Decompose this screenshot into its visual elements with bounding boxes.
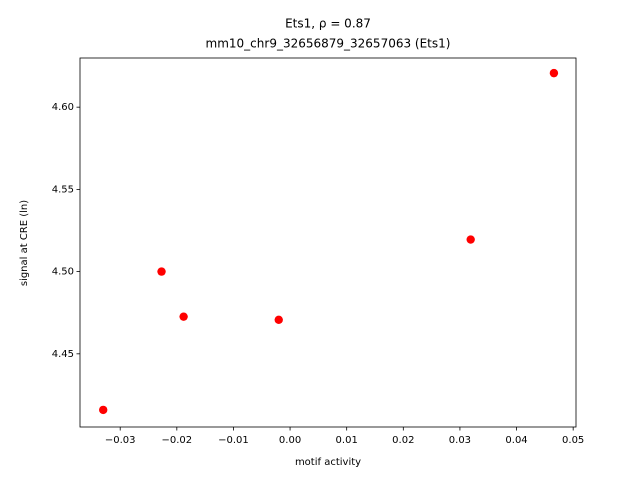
plot-frame	[79, 57, 577, 428]
y-tick-label: 4.60	[52, 102, 74, 113]
x-tick-label: 0.05	[562, 435, 584, 446]
y-tick-label: 4.45	[52, 349, 74, 360]
x-tick-label: −0.02	[161, 435, 192, 446]
point	[549, 68, 559, 78]
x-tick-label: 0.02	[392, 435, 414, 446]
chart-subtitle: mm10_chr9_32656879_32657063 (Ets1)	[206, 37, 451, 51]
point	[274, 315, 283, 324]
point	[99, 405, 108, 415]
x-tick-label: 0.04	[505, 435, 527, 446]
y-axis-label: signal at CRE (ln)	[19, 200, 30, 286]
point	[466, 235, 475, 244]
x-tick-label: −0.01	[218, 435, 249, 446]
x-tick-label: 0.01	[336, 435, 358, 446]
chart-title: Ets1, ρ = 0.87	[285, 17, 371, 31]
y-tick-label: 4.55	[52, 184, 74, 195]
x-axis-label: motif activity	[295, 457, 361, 468]
y-tick-label: 4.50	[52, 267, 74, 278]
x-tick-label: −0.03	[105, 435, 136, 446]
x-tick-label: 0.03	[449, 435, 471, 446]
point	[179, 312, 188, 321]
point	[157, 267, 166, 276]
x-tick-label: 0.00	[279, 435, 301, 446]
